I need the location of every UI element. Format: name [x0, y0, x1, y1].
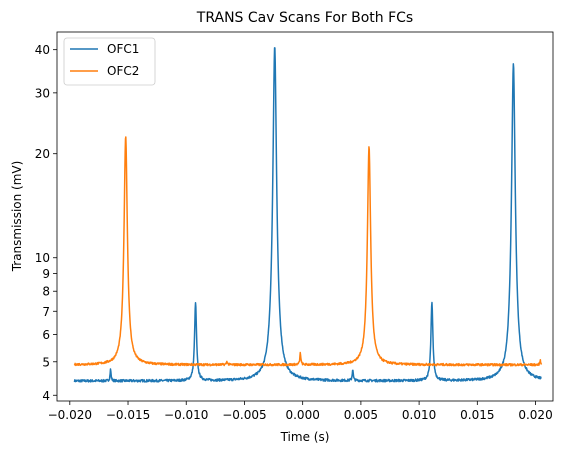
y-tick-label: 40: [35, 43, 50, 57]
y-axis: 4 5 6 7 8 9 10 20 30 40: [35, 43, 57, 403]
x-tick-label: 0.015: [460, 408, 494, 422]
x-tick-label: 0.005: [344, 408, 378, 422]
x-axis-label: Time (s): [280, 430, 330, 444]
plot-frame: [56, 31, 554, 402]
series-layer: [73, 47, 543, 383]
x-tick-label: −0.015: [106, 408, 150, 422]
chart-title: TRANS Cav Scans For Both FCs: [196, 10, 413, 26]
y-tick-label: 10: [35, 251, 50, 265]
y-tick-label: 9: [42, 267, 50, 281]
y-tick-label: 7: [42, 305, 50, 319]
legend-label-ofc1: OFC1: [107, 42, 139, 56]
y-tick-label: 5: [42, 355, 50, 369]
x-tick-label: 0.010: [402, 408, 436, 422]
y-tick-label: 20: [35, 147, 50, 161]
y-tick-label: 4: [42, 389, 50, 403]
series-line-ofc1: [73, 47, 542, 383]
y-tick-label: 8: [42, 285, 50, 299]
series-line-ofc2: [73, 136, 543, 367]
y-axis-label: Transmission (mV): [10, 161, 24, 273]
x-tick-label: −0.010: [164, 408, 208, 422]
y-tick-label: 30: [35, 86, 50, 100]
y-tick-label: 6: [42, 328, 50, 342]
x-tick-label: −0.020: [48, 408, 92, 422]
x-tick-label: 0.020: [518, 408, 552, 422]
plot-area: [56, 31, 554, 402]
x-tick-label: −0.005: [222, 408, 266, 422]
x-tick-label: 0.000: [285, 408, 319, 422]
legend-label-ofc2: OFC2: [107, 64, 139, 78]
legend: OFC1 OFC2: [63, 37, 156, 86]
x-axis: −0.020 −0.015 −0.010 −0.005 0.000 0.005 0.010 0…: [48, 401, 553, 422]
